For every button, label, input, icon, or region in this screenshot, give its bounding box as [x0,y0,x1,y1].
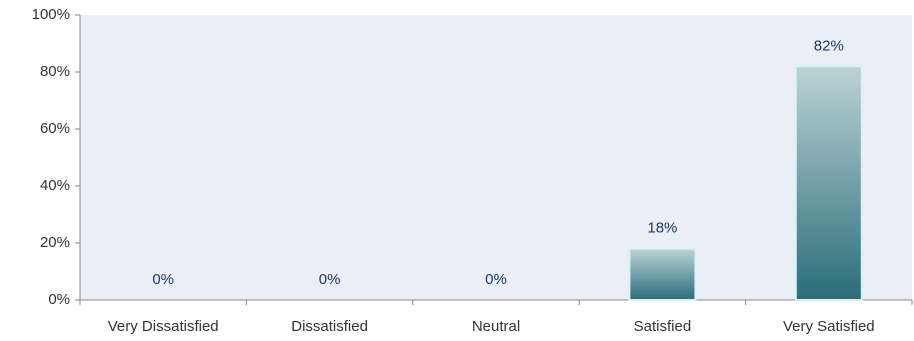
x-tick-label: Dissatisfied [291,318,368,335]
value-label: 82% [814,37,844,54]
x-tick-label: Very Satisfied [783,318,875,335]
x-tick-label: Neutral [472,318,520,335]
y-tick-label: 40% [40,177,70,194]
bar [794,65,863,301]
plot-area [80,15,912,300]
value-label: 0% [485,271,507,288]
y-tick-label: 20% [40,234,70,251]
value-label: 18% [647,220,677,237]
x-tick-label: Very Dissatisfied [108,318,219,335]
y-tick-label: 60% [40,120,70,137]
value-label: 0% [152,271,174,288]
x-tick-label: Satisfied [634,318,692,335]
y-tick-label: 80% [40,63,70,80]
value-label: 0% [319,271,341,288]
y-tick-label: 100% [32,6,70,23]
y-tick-label: 0% [48,291,70,308]
bar [628,247,697,301]
